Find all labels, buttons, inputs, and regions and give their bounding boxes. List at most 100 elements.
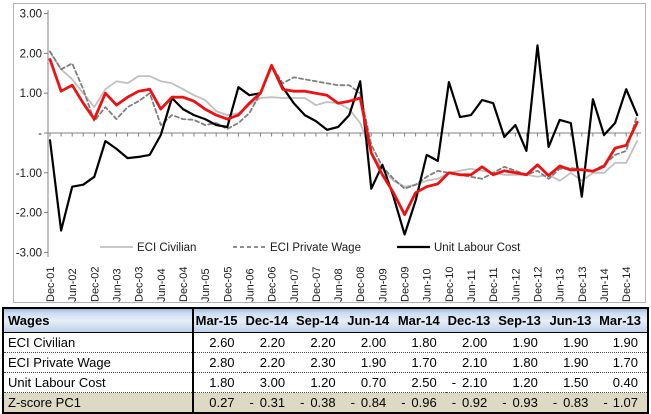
value-cell[interactable]: 0.70: [344, 372, 396, 393]
value-cell[interactable]: -0.38: [294, 392, 345, 413]
value-cell[interactable]: 1.90: [563, 335, 589, 350]
table-header-row: Wages Mar-15 Dec-14 Sep-14 Jun-14 Mar-14 Dec-1…: [3, 308, 648, 333]
value-cell[interactable]: 0.27: [193, 392, 244, 413]
value-cell[interactable]: -2.10: [445, 372, 497, 393]
x-axis-label: Dec-14: [621, 267, 633, 302]
accounting-minus: -: [300, 395, 305, 410]
x-axis-label: Jun-04: [156, 268, 168, 302]
y-axis-tick-label: 1.00: [20, 88, 42, 100]
series-line-z-score-pc1: [48, 58, 639, 217]
x-axis-label: Jun-06: [244, 268, 256, 302]
x-axis-label: Dec-07: [311, 267, 323, 302]
accounting-minus: -: [603, 395, 608, 410]
table-header-dec-14[interactable]: Dec-14: [243, 308, 295, 333]
x-axis-label: Jun-13: [555, 268, 567, 302]
table-row-unit-labour-cost: Unit Labour Cost 1.80 3.00 1.20 0.70 2.50-2.1…: [3, 372, 648, 393]
value-cell[interactable]: 2.00: [360, 335, 387, 350]
value-cell[interactable]: 2.30: [294, 352, 345, 373]
x-axis-label: Dec-03: [134, 267, 146, 302]
table-header-jun-14[interactable]: Jun-14: [344, 308, 396, 333]
y-axis-tick-label: -3.00: [16, 247, 42, 259]
accounting-minus: -: [451, 395, 457, 410]
x-axis-label: Dec-05: [222, 267, 234, 302]
x-axis-label: Dec-12: [533, 267, 545, 302]
y-axis-tick-label: -: [38, 128, 42, 140]
value-cell[interactable]: 3.00: [243, 372, 295, 393]
value-cell[interactable]: -0.31: [243, 392, 295, 413]
x-axis-label: Dec-13: [577, 267, 589, 302]
table-header-mar-13[interactable]: Mar-13: [597, 308, 648, 333]
value-cell[interactable]: -0.93: [496, 392, 547, 413]
x-axis-label: Dec-02: [89, 267, 101, 302]
table-header-dec-13[interactable]: Dec-13: [445, 308, 497, 333]
value-cell[interactable]: 2.60: [209, 335, 235, 350]
value-cell[interactable]: 1.70: [597, 352, 648, 373]
value-cell[interactable]: 1.20: [496, 372, 547, 393]
wages-table-body: ECI Civilian 2.60 2.20 2.20 2.00 1.80 2.00 1.90…: [3, 332, 648, 413]
table-header-sep-14[interactable]: Sep-14: [294, 308, 345, 333]
value-cell[interactable]: -0.83: [546, 392, 598, 413]
value-cell[interactable]: 2.50: [395, 372, 446, 393]
value-cell[interactable]: 1.90: [612, 335, 638, 350]
value-cell[interactable]: 2.00: [461, 335, 488, 350]
wages-table: Wages Mar-15 Dec-14 Sep-14 Jun-14 Mar-14 Dec-1…: [2, 307, 649, 414]
row-label-cell[interactable]: Unit Labour Cost: [3, 372, 194, 393]
accounting-minus: -: [249, 395, 254, 410]
table-header-jun-13[interactable]: Jun-13: [546, 308, 598, 333]
value-cell[interactable]: 1.90: [512, 335, 538, 350]
table-header-wages[interactable]: Wages: [3, 308, 194, 333]
table-header-mar-15[interactable]: Mar-15: [193, 308, 244, 333]
table-row-eci-civilian: ECI Civilian 2.60 2.20 2.20 2.00 1.80 2.00 1.90…: [3, 332, 648, 353]
accounting-minus: -: [502, 395, 507, 410]
value-cell[interactable]: 0.40: [597, 372, 648, 393]
x-axis-label: Dec-10: [444, 267, 456, 302]
value-cell[interactable]: 1.20: [294, 372, 345, 393]
table-row-eci-private-wage: ECI Private Wage 2.80 2.20 2.30 1.90 1.70 2.10…: [3, 352, 648, 373]
table-header-mar-14[interactable]: Mar-14: [395, 308, 446, 333]
y-axis-tick-label: 3.00: [20, 9, 42, 21]
x-axis-label: Dec-01: [45, 267, 57, 302]
table-header-sep-13[interactable]: Sep-13: [496, 308, 547, 333]
value-cell[interactable]: 2.80: [193, 352, 244, 373]
value-cell[interactable]: 1.80: [496, 352, 547, 373]
value-cell[interactable]: 1.80: [193, 372, 244, 393]
x-axis-label: Jun-14: [599, 268, 611, 302]
x-axis-label: Jun-05: [200, 268, 212, 302]
y-axis-tick-label: -1.00: [16, 168, 42, 180]
value-cell[interactable]: -1.07: [597, 392, 648, 413]
value-cell[interactable]: -0.96: [395, 392, 446, 413]
row-label-cell[interactable]: ECI Civilian: [3, 332, 194, 353]
value-cell[interactable]: 1.90: [344, 352, 396, 373]
accounting-minus: -: [451, 375, 457, 390]
chart-border: [13, 3, 646, 303]
x-axis-label: Dec-09: [400, 267, 412, 302]
value-cell[interactable]: 2.20: [259, 335, 286, 350]
row-label-cell[interactable]: ECI Private Wage: [3, 352, 194, 373]
series-line-eci-civilian: [49, 51, 639, 188]
value-cell[interactable]: -0.92: [445, 392, 497, 413]
table-row-z-score-pc1: Z-score PC1 0.27-0.31-0.38-0.84-0.96-0.92…: [3, 392, 648, 413]
x-axis-label: Jun-02: [67, 268, 79, 302]
x-axis-label: Dec-06: [267, 267, 279, 302]
value-cell[interactable]: 2.20: [310, 335, 336, 350]
value-cell[interactable]: 2.10: [445, 352, 497, 373]
y-axis-tick-label: -2.00: [16, 208, 42, 220]
row-label-cell[interactable]: Z-score PC1: [3, 392, 194, 413]
x-axis-label: Jun-07: [289, 268, 301, 302]
x-axis-label: Jun-12: [510, 268, 522, 302]
value-cell[interactable]: 1.70: [395, 352, 446, 373]
value-cell[interactable]: 1.80: [411, 335, 437, 350]
wages-zscore-chart-panel: 3.00 2.00 1.00 - -1.00 -2.00 -3.00 Dec-01 Jun-02…: [13, 3, 646, 303]
accounting-minus: -: [401, 395, 406, 410]
x-axis-label: Dec-04: [178, 267, 190, 302]
x-axis-label: Jun-11: [466, 269, 478, 302]
value-cell[interactable]: 1.90: [546, 352, 598, 373]
x-axis-label: Dec-08: [355, 267, 367, 302]
value-cell[interactable]: 1.50: [546, 372, 598, 393]
x-axis-label: Jun-03: [112, 268, 124, 302]
legend-label: Unit Labour Cost: [434, 242, 521, 254]
accounting-minus: -: [350, 395, 355, 410]
value-cell[interactable]: -0.84: [344, 392, 396, 413]
value-cell[interactable]: 2.20: [243, 352, 295, 373]
x-axis-label: Jun-08: [333, 268, 345, 302]
